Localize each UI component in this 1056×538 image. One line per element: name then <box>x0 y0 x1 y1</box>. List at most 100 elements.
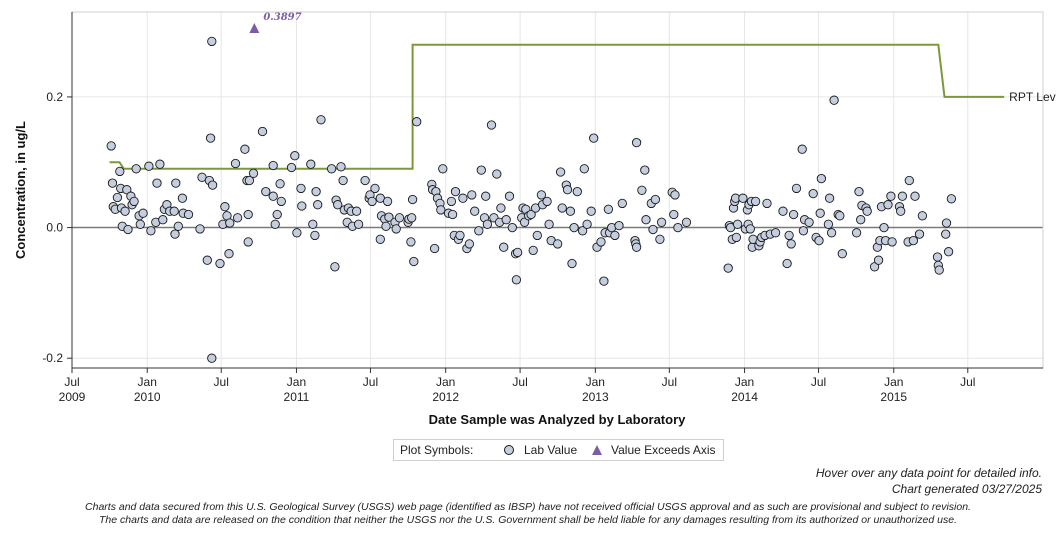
lab-value-point[interactable] <box>412 117 422 127</box>
lab-value-point[interactable] <box>290 151 300 161</box>
lab-value-point[interactable] <box>750 196 761 207</box>
lab-value-point[interactable] <box>158 215 168 225</box>
lab-value-point[interactable] <box>501 215 511 225</box>
lab-value-point[interactable] <box>851 228 862 238</box>
lab-value-point[interactable] <box>572 186 582 197</box>
lab-value-point[interactable] <box>438 164 448 174</box>
lab-value-point[interactable] <box>146 226 156 236</box>
lab-value-point[interactable] <box>370 183 380 194</box>
lab-value-point[interactable] <box>917 211 928 221</box>
lab-value-point[interactable] <box>788 209 799 220</box>
lab-value-point[interactable] <box>745 224 755 234</box>
lab-value-point[interactable] <box>224 249 234 259</box>
lab-value-point[interactable] <box>215 258 225 269</box>
lab-value-point[interactable] <box>823 219 834 229</box>
lab-value-point[interactable] <box>394 213 405 223</box>
lab-value-point[interactable] <box>897 191 908 201</box>
lab-value-point[interactable] <box>244 175 255 186</box>
lab-value-point[interactable] <box>641 215 651 225</box>
lab-value-point[interactable] <box>815 208 825 218</box>
lab-value-point[interactable] <box>360 175 370 186</box>
lab-value-point[interactable] <box>603 204 614 214</box>
lab-value-point[interactable] <box>232 213 243 223</box>
lab-value-point[interactable] <box>268 160 278 171</box>
lab-value-point[interactable] <box>738 193 748 203</box>
lab-value-point[interactable] <box>436 205 446 215</box>
lab-value-point[interactable] <box>152 178 162 188</box>
lab-value-point[interactable] <box>429 243 440 254</box>
lab-value-point[interactable] <box>837 249 847 259</box>
lab-value-point[interactable] <box>296 183 306 194</box>
lab-value-point[interactable] <box>941 229 951 239</box>
lab-value-point[interactable] <box>762 198 772 209</box>
lab-value-point[interactable] <box>243 237 253 247</box>
lab-value-point[interactable] <box>382 196 393 207</box>
lab-value-point[interactable] <box>292 228 302 238</box>
lab-value-point[interactable] <box>770 228 781 238</box>
lab-value-point[interactable] <box>240 144 250 154</box>
lab-value-point[interactable] <box>829 95 839 105</box>
lab-value-point[interactable] <box>791 183 802 194</box>
lab-value-point[interactable] <box>835 211 845 221</box>
lab-value-point[interactable] <box>131 164 141 174</box>
lab-value-point[interactable] <box>155 159 165 169</box>
lab-value-point[interactable] <box>316 115 326 125</box>
lab-value-point[interactable] <box>272 209 282 220</box>
lab-value-point[interactable] <box>542 196 552 207</box>
lab-value-point[interactable] <box>313 200 323 210</box>
lab-value-point[interactable] <box>784 230 794 241</box>
lab-value-point[interactable] <box>617 198 627 209</box>
lab-value-point[interactable] <box>512 247 523 258</box>
lab-value-point[interactable] <box>123 224 133 235</box>
lab-value-point[interactable] <box>455 230 465 241</box>
lab-value-point[interactable] <box>306 159 316 169</box>
lab-value-point[interactable] <box>195 224 205 234</box>
lab-value-point[interactable] <box>268 191 278 201</box>
lab-value-point[interactable] <box>669 209 679 220</box>
lab-value-point[interactable] <box>778 206 788 216</box>
lab-value-point[interactable] <box>482 219 493 229</box>
lab-value-point[interactable] <box>481 191 491 201</box>
lab-value-point[interactable] <box>553 239 563 249</box>
lab-value-point[interactable] <box>631 242 642 252</box>
lab-value-point[interactable] <box>798 226 809 236</box>
lab-value-point[interactable] <box>648 224 658 235</box>
lab-value-point[interactable] <box>511 275 522 285</box>
lab-value-point[interactable] <box>407 194 418 205</box>
lab-value-point[interactable] <box>610 230 620 241</box>
lab-value-point[interactable] <box>446 196 457 207</box>
lab-value-point[interactable] <box>816 173 827 184</box>
lab-value-point[interactable] <box>474 226 484 236</box>
lab-value-point[interactable] <box>567 258 577 269</box>
lab-value-point[interactable] <box>177 193 188 203</box>
lab-value-point[interactable] <box>782 258 792 269</box>
lab-value-point[interactable] <box>115 166 125 177</box>
lab-value-point[interactable] <box>207 353 217 363</box>
lab-value-point[interactable] <box>599 276 609 286</box>
lab-value-point[interactable] <box>673 222 683 233</box>
lab-value-point[interactable] <box>406 237 416 247</box>
lab-value-point[interactable] <box>458 193 468 203</box>
lab-value-point[interactable] <box>367 196 377 207</box>
lab-value-point[interactable] <box>138 208 148 218</box>
lab-value-point[interactable] <box>532 230 542 241</box>
lab-value-point[interactable] <box>261 186 271 197</box>
lab-value-point[interactable] <box>565 206 576 216</box>
lab-value-point[interactable] <box>409 256 419 267</box>
lab-value-point[interactable] <box>333 200 343 210</box>
lab-value-point[interactable] <box>557 203 567 213</box>
lab-value-point[interactable] <box>311 186 321 197</box>
lab-value-point[interactable] <box>544 219 554 229</box>
lab-value-point[interactable] <box>614 220 624 231</box>
lab-value-point[interactable] <box>467 190 477 200</box>
lab-value-point[interactable] <box>586 206 596 216</box>
lab-value-point[interactable] <box>887 237 897 247</box>
lab-value-point[interactable] <box>144 161 154 171</box>
lab-value-point[interactable] <box>225 218 235 228</box>
lab-value-point[interactable] <box>655 234 665 244</box>
lab-value-point[interactable] <box>631 137 642 148</box>
lab-value-point[interactable] <box>202 255 212 265</box>
lab-value-point[interactable] <box>826 228 837 238</box>
lab-value-point[interactable] <box>207 36 217 47</box>
lab-value-point[interactable] <box>170 229 180 239</box>
